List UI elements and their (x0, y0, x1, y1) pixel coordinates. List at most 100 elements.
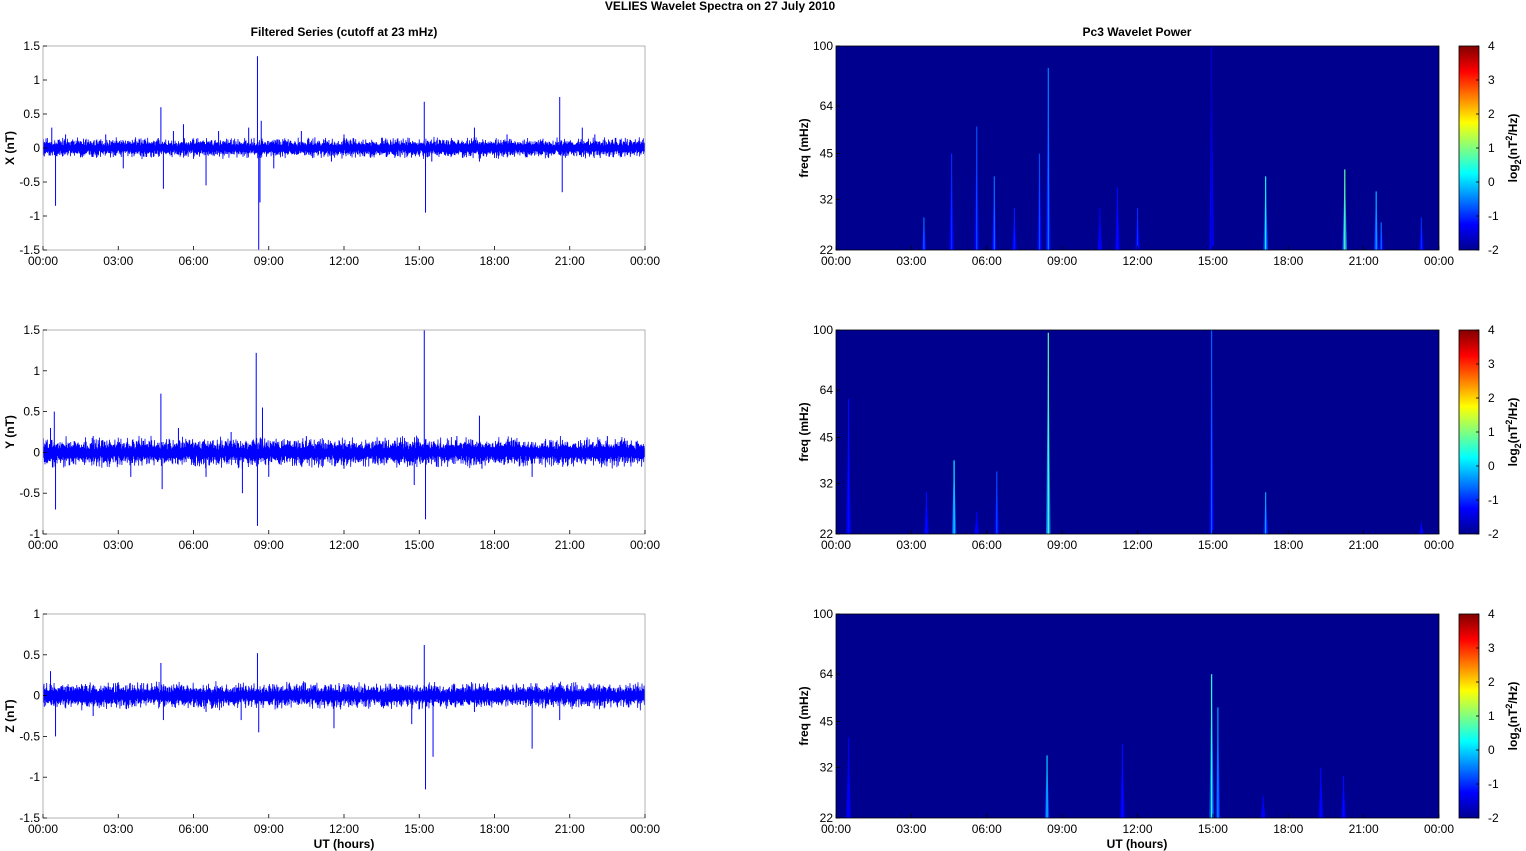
x-power-x-tick-label: 00:00 (821, 254, 851, 268)
y-series-y-tick-label: 0 (33, 445, 40, 459)
y-series-panel: 00:00 03:00 06:00 09:00 12:00 15:00 18:00 21:00… (3, 323, 660, 552)
x-series-y-tick-label: 1 (33, 73, 40, 87)
z-power-colorbar-tick-label: -1 (1488, 777, 1499, 791)
x-power-y-tick-label: 100 (813, 39, 833, 53)
y-series-plot-area (43, 330, 645, 534)
x-power-x-tick-label: 00:00 (1424, 254, 1454, 268)
y-series-x-tick-label: 12:00 (329, 538, 359, 552)
y-power-colorbar-tick-label: 3 (1488, 357, 1495, 371)
z-power-y-tick-label: 64 (820, 667, 834, 681)
z-series-y-tick-label: 0.5 (23, 648, 40, 662)
z-series-x-tick-label: 03:00 (103, 822, 133, 836)
y-power-y-tick-label: 64 (820, 383, 834, 397)
y-power-y-tick-label: 32 (820, 477, 834, 491)
x-power-x-tick-label: 15:00 (1198, 254, 1228, 268)
z-power-colorbar-tick-label: 4 (1488, 607, 1495, 621)
y-series-x-tick-label: 03:00 (103, 538, 133, 552)
y-power-colorbar-tick-label: 0 (1488, 459, 1495, 473)
x-series-x-tick-label: 12:00 (329, 254, 359, 268)
z-power-x-tick-label: 06:00 (972, 822, 1002, 836)
y-power-colorbar-tick-label: 4 (1488, 323, 1495, 337)
y-power-colorbar-tick-label: 2 (1488, 391, 1495, 405)
x-power-x-tick-label: 09:00 (1047, 254, 1077, 268)
z-series-trace (43, 681, 645, 711)
right-column-title: Pc3 Wavelet Power (1083, 25, 1192, 39)
x-power-y-tick-label: 32 (820, 193, 834, 207)
x-power-colorbar-tick-label: -2 (1488, 243, 1499, 257)
z-power-plot-area (836, 614, 1439, 818)
y-power-x-tick-label: 15:00 (1198, 538, 1228, 552)
x-series-x-tick-label: 21:00 (555, 254, 585, 268)
right-x-axis-label: UT (hours) (1107, 837, 1168, 851)
z-series-x-tick-label: 09:00 (254, 822, 284, 836)
y-series-x-tick-label: 06:00 (178, 538, 208, 552)
z-power-colorbar-tick-label: 1 (1488, 709, 1495, 723)
z-series-x-tick-label: 06:00 (178, 822, 208, 836)
z-series-y-tick-label: 1 (33, 607, 40, 621)
y-series-y-tick-label: -0.5 (19, 486, 40, 500)
z-series-y-tick-label: -0.5 (19, 729, 40, 743)
z-series-x-tick-label: 15:00 (404, 822, 434, 836)
y-power-y-tick-label: 45 (820, 431, 834, 445)
z-power-x-tick-label: 15:00 (1198, 822, 1228, 836)
y-power-x-tick-label: 00:00 (821, 538, 851, 552)
y-power-x-tick-label: 00:00 (1424, 538, 1454, 552)
y-power-x-tick-label: 12:00 (1122, 538, 1152, 552)
z-series-y-tick-label: 0 (33, 689, 40, 703)
x-series-y-tick-label: -1 (29, 209, 40, 223)
y-power-y-axis-label: freq (mHz) (797, 402, 811, 461)
x-power-y-axis-label: freq (mHz) (797, 118, 811, 177)
z-series-x-tick-label: 21:00 (555, 822, 585, 836)
y-power-colorbar-label: log2(nT2/Hz) (1504, 398, 1523, 467)
y-power-colorbar-tick-label: -2 (1488, 527, 1499, 541)
y-series-x-tick-label: 15:00 (404, 538, 434, 552)
y-series-x-tick-label: 21:00 (555, 538, 585, 552)
y-series-x-tick-label: 00:00 (28, 538, 58, 552)
z-series-x-tick-label: 12:00 (329, 822, 359, 836)
y-power-colorbar-tick-label: -1 (1488, 493, 1499, 507)
z-series-plot-area (43, 614, 645, 818)
y-series-y-tick-label: 1 (33, 364, 40, 378)
z-power-x-tick-label: 18:00 (1273, 822, 1303, 836)
x-series-y-axis-label: X (nT) (3, 131, 17, 165)
y-power-x-tick-label: 09:00 (1047, 538, 1077, 552)
z-series-y-tick-label: -1 (29, 770, 40, 784)
left-column-title: Filtered Series (cutoff at 23 mHz) (251, 25, 438, 39)
z-power-y-axis-label: freq (mHz) (797, 686, 811, 745)
z-power-colorbar-tick-label: 0 (1488, 743, 1495, 757)
y-series-x-tick-label: 00:00 (630, 538, 660, 552)
x-power-colorbar-tick-label: 1 (1488, 141, 1495, 155)
z-power-x-tick-label: 03:00 (896, 822, 926, 836)
x-series-x-tick-label: 00:00 (630, 254, 660, 268)
y-series-x-tick-label: 18:00 (479, 538, 509, 552)
x-power-x-tick-label: 06:00 (972, 254, 1002, 268)
z-power-x-tick-label: 00:00 (821, 822, 851, 836)
x-series-y-tick-label: 0.5 (23, 107, 40, 121)
y-series-y-axis-label: Y (nT) (3, 415, 17, 449)
x-power-y-tick-label: 45 (820, 147, 834, 161)
y-power-x-tick-label: 06:00 (972, 538, 1002, 552)
y-power-y-tick-label: 22 (820, 527, 834, 541)
y-power-colorbar-tick-label: 1 (1488, 425, 1495, 439)
z-power-colorbar-tick-label: -2 (1488, 811, 1499, 825)
z-power-x-tick-label: 12:00 (1122, 822, 1152, 836)
z-power-y-tick-label: 32 (820, 761, 834, 775)
x-power-y-tick-label: 64 (820, 99, 834, 113)
x-series-x-tick-label: 03:00 (103, 254, 133, 268)
y-series-y-tick-label: 0.5 (23, 405, 40, 419)
x-series-x-tick-label: 18:00 (479, 254, 509, 268)
y-power-x-tick-label: 03:00 (896, 538, 926, 552)
z-series-x-tick-label: 00:00 (630, 822, 660, 836)
x-series-y-tick-label: 1.5 (23, 39, 40, 53)
x-power-y-tick-label: 22 (820, 243, 834, 257)
z-series-y-axis-label: Z (nT) (3, 699, 17, 732)
figure-suptitle: VELIES Wavelet Spectra on 27 July 2010 (605, 0, 836, 13)
z-series-y-tick-label: -1.5 (19, 811, 40, 825)
y-power-x-tick-label: 18:00 (1273, 538, 1303, 552)
y-series-y-tick-label: -1 (29, 527, 40, 541)
x-power-colorbar-tick-label: 2 (1488, 107, 1495, 121)
z-power-x-tick-label: 21:00 (1349, 822, 1379, 836)
